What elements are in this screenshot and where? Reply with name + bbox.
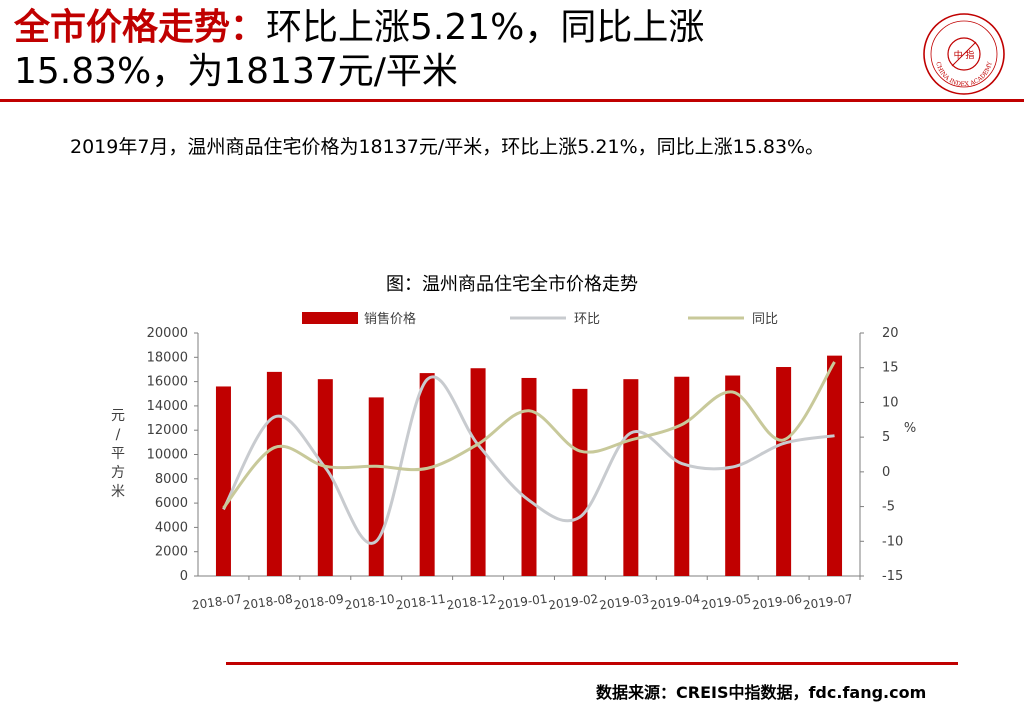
china-index-academy-seal-icon: 中 指 CHINA INDEX ACADEMY [923, 13, 1005, 95]
left-tick-label: 12000 [147, 423, 188, 438]
right-tick-label: 5 [882, 430, 890, 445]
legend-swatch-price [302, 312, 358, 324]
x-tick-label: 2019-04 [649, 592, 701, 613]
left-axis-label-char: 平 [111, 446, 125, 462]
x-tick-label: 2019-07 [802, 592, 854, 613]
left-tick-label: 20000 [147, 326, 188, 341]
yoy-series-line [222, 361, 836, 509]
left-tick-label: 16000 [147, 375, 188, 390]
left-tick-label: 18000 [147, 350, 188, 365]
price-bar [521, 377, 537, 576]
left-tick-label: 8000 [155, 472, 188, 487]
price-bar [317, 379, 333, 576]
left-tick-label: 4000 [155, 520, 188, 535]
x-tick-label: 2019-01 [497, 592, 549, 613]
right-tick-label: 15 [882, 361, 899, 376]
bottom-rule [226, 662, 958, 665]
price-bar [623, 379, 639, 576]
price-bar [776, 367, 792, 576]
right-tick-label: 20 [882, 326, 899, 341]
data-source: 数据来源：CREIS中指数据，fdc.fang.com [596, 683, 927, 702]
legend-label-mom: 环比 [574, 312, 600, 327]
right-axis-label: % [904, 421, 916, 436]
x-tick-label: 2018-12 [446, 592, 498, 613]
left-axis-label-char: 元 [111, 408, 125, 424]
headline: 全市价格走势：环比上涨5.21%，同比上涨 15.83%，为18137元/平米 [14, 6, 894, 94]
left-tick-label: 2000 [155, 545, 188, 560]
x-tick-label: 2019-02 [548, 592, 600, 613]
right-tick-label: 10 [882, 395, 899, 410]
summary-text: 2019年7月，温州商品住宅价格为18137元/平米，环比上涨5.21%，同比上… [70, 136, 825, 158]
price-bar [419, 373, 435, 576]
left-tick-label: 6000 [155, 496, 188, 511]
x-tick-label: 2018-11 [395, 592, 447, 613]
left-tick-label: 14000 [147, 399, 188, 414]
price-bar [470, 368, 486, 576]
price-bar [674, 376, 690, 576]
left-axis-label-char: / [116, 427, 121, 443]
x-tick-label: 2018-07 [191, 592, 243, 613]
x-tick-label: 2018-10 [344, 592, 396, 613]
price-bar [827, 355, 843, 576]
legend-label-yoy: 同比 [752, 312, 778, 327]
price-bar [215, 386, 231, 576]
right-tick-label: -5 [882, 500, 895, 515]
price-bar [368, 397, 384, 576]
right-tick-label: -15 [882, 569, 903, 584]
headline-line1: 环比上涨5.21%，同比上涨 [266, 7, 705, 48]
right-tick-label: 0 [882, 465, 890, 480]
price-bar [572, 388, 588, 576]
x-tick-label: 2019-05 [700, 592, 752, 613]
left-tick-label: 10000 [147, 448, 188, 463]
x-tick-label: 2019-06 [751, 592, 803, 613]
headline-line2: 15.83%，为18137元/平米 [14, 51, 458, 92]
legend-label-price: 销售价格 [364, 311, 416, 327]
x-tick-label: 2018-09 [293, 592, 345, 613]
right-tick-label: -10 [882, 534, 903, 549]
price-bar [725, 375, 741, 576]
logo-inner-text: 中 指 [954, 49, 975, 61]
left-axis-label-char: 米 [111, 484, 125, 500]
title-rule [0, 99, 1024, 102]
price-bar [266, 371, 282, 576]
left-tick-label: 0 [180, 569, 188, 584]
left-axis-label-char: 方 [111, 465, 125, 481]
chart-title: 图：温州商品住宅全市价格走势 [386, 274, 638, 295]
x-tick-label: 2018-08 [242, 592, 294, 613]
x-tick-label: 2019-03 [598, 592, 650, 613]
headline-highlight: 全市价格走势： [14, 7, 267, 48]
